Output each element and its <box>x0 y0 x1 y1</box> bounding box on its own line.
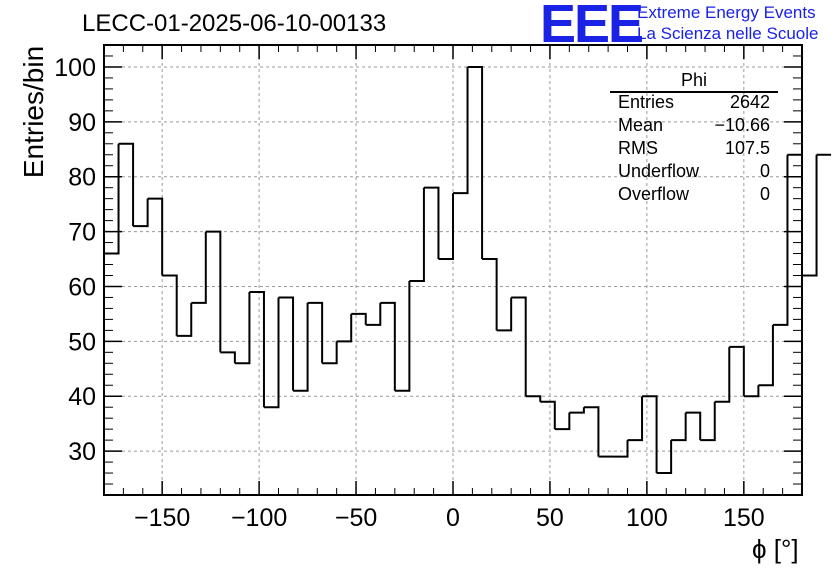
histogram-bin <box>729 345 745 397</box>
y-tick-label: 90 <box>68 109 96 137</box>
x-tick-label: 0 <box>446 504 460 532</box>
histogram-bin <box>467 65 484 260</box>
stat-row-underflow: Underflow 0 <box>618 161 770 183</box>
stat-value: 0 <box>759 184 770 204</box>
histogram-bin <box>627 396 644 442</box>
y-axis-label: Entries/bin <box>18 45 49 179</box>
histogram-bin <box>293 302 309 392</box>
x-tick-label: 50 <box>536 504 564 532</box>
histogram-bin <box>220 351 236 364</box>
histogram-bin <box>336 313 353 343</box>
histogram-bin <box>612 440 629 458</box>
eee-logo: EEE <box>540 0 644 54</box>
stat-label: RMS <box>618 138 658 158</box>
histogram-bin <box>438 193 454 261</box>
stat-value: 107.5 <box>724 138 770 158</box>
logo-text-line2: La Scienza nelle Scuole <box>637 24 819 43</box>
histogram-bin <box>453 66 469 195</box>
plot-frame <box>103 44 803 496</box>
histogram-bin <box>365 302 382 326</box>
stat-label: Mean <box>618 115 664 135</box>
histogram-bin <box>394 280 411 392</box>
histogram-bin <box>205 230 222 353</box>
stat-row-rms: RMS 107.5 <box>618 138 770 160</box>
tick-labels: −150 −100 −50 0 50 100 150 30 40 50 60 70 80 90 100 <box>54 54 764 532</box>
x-tick-label: 150 <box>723 504 765 532</box>
histogram-bin <box>351 312 367 325</box>
histogram-bin <box>191 231 207 304</box>
histogram-bin <box>714 346 731 403</box>
y-tick-label: 70 <box>68 219 96 247</box>
histogram-bin <box>263 297 280 409</box>
histogram-bin <box>511 296 527 397</box>
histogram-bin <box>322 341 338 365</box>
histogram-bin <box>162 274 178 336</box>
histogram-bin <box>656 440 673 475</box>
histogram-bin <box>554 412 571 431</box>
histogram-bin <box>569 407 585 414</box>
x-axis-label: ϕ [°] <box>752 534 799 564</box>
histogram-bin <box>525 395 542 402</box>
y-tick-label: 80 <box>68 164 96 192</box>
logo-text-line1: Extreme Energy Events <box>637 3 816 22</box>
histogram-bin <box>133 198 149 228</box>
x-tick-label: −50 <box>335 504 377 532</box>
y-tick-label: 50 <box>68 328 96 356</box>
histogram-bin <box>700 401 716 442</box>
histogram-bin <box>409 187 425 282</box>
y-tick-label: 30 <box>68 438 96 466</box>
histogram-bin <box>118 142 135 227</box>
stat-label: Overflow <box>618 184 690 204</box>
x-tick-label: 100 <box>626 504 668 532</box>
histogram-bin <box>802 154 818 277</box>
stat-label: Entries <box>618 92 675 112</box>
plot-title: LECC-01-2025-06-10-00133 <box>82 10 387 37</box>
axis-ticks <box>104 45 802 495</box>
stat-value: −10.66 <box>714 115 770 135</box>
y-tick-label: 100 <box>54 54 96 82</box>
stats-title: Phi <box>680 70 707 90</box>
histogram-bin <box>787 153 803 276</box>
stat-value: 2642 <box>729 92 770 112</box>
histogram-bin <box>307 301 324 364</box>
stat-row-entries: Entries 2642 <box>618 92 770 114</box>
y-tick-label: 40 <box>68 383 96 411</box>
histogram-bin <box>540 400 556 430</box>
stat-row-mean: Mean −10.66 <box>618 115 770 137</box>
x-tick-label: −100 <box>231 504 287 532</box>
histogram-bin <box>176 302 193 337</box>
histogram-bin <box>685 411 702 441</box>
histogram-bin <box>583 406 600 457</box>
x-tick-label: −150 <box>134 504 190 532</box>
histogram-bin <box>772 154 789 326</box>
stat-label: Underflow <box>618 161 700 181</box>
histogram-bin <box>147 197 164 276</box>
histogram-bin <box>234 291 251 365</box>
histogram-bin <box>758 324 774 387</box>
histogram-bin <box>743 385 760 398</box>
stat-row-overflow: Overflow 0 <box>618 184 770 206</box>
histogram-bin <box>671 412 687 442</box>
stat-value: 0 <box>759 161 770 181</box>
histogram-bin <box>496 297 513 332</box>
histogram-bin <box>249 290 265 408</box>
histogram-bin <box>423 186 440 260</box>
y-tick-label: 60 <box>68 273 96 301</box>
histogram-bin <box>482 258 498 331</box>
histogram-bin <box>642 395 658 474</box>
histogram-bin <box>278 296 295 391</box>
histogram-bin <box>380 301 396 391</box>
